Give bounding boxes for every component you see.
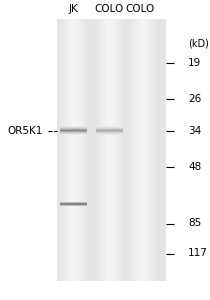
Bar — [69, 20, 70, 281]
Bar — [85, 20, 86, 281]
Bar — [108, 20, 109, 281]
Bar — [142, 20, 143, 281]
Bar — [131, 20, 132, 281]
Bar — [114, 20, 115, 281]
Bar — [122, 20, 123, 281]
Bar — [103, 20, 104, 281]
Bar — [154, 20, 155, 281]
Bar — [78, 20, 79, 281]
Bar — [100, 20, 101, 281]
Bar — [109, 20, 110, 281]
Bar — [119, 20, 120, 281]
Bar — [62, 20, 63, 281]
Bar — [133, 20, 134, 281]
Bar — [57, 20, 166, 281]
Bar — [67, 20, 68, 281]
Bar — [76, 20, 77, 281]
Bar — [84, 20, 85, 281]
Bar — [102, 20, 103, 281]
Bar — [139, 20, 140, 281]
Bar — [83, 20, 84, 281]
Bar — [81, 20, 82, 281]
Bar — [134, 20, 135, 281]
Bar — [82, 20, 83, 281]
Bar — [86, 20, 87, 281]
Bar — [66, 20, 67, 281]
Text: COLO: COLO — [94, 4, 123, 14]
Bar — [101, 20, 102, 281]
Bar — [110, 20, 111, 281]
Bar — [118, 20, 119, 281]
Bar — [99, 20, 100, 281]
Text: 117: 117 — [188, 248, 208, 259]
Bar — [113, 20, 114, 281]
Bar — [121, 20, 122, 281]
Bar — [106, 20, 107, 281]
Text: JK: JK — [69, 4, 79, 14]
Bar — [64, 20, 65, 281]
Bar — [132, 20, 133, 281]
Bar — [72, 20, 73, 281]
Bar — [137, 20, 138, 281]
Bar — [98, 20, 99, 281]
Bar — [80, 20, 81, 281]
Bar — [73, 20, 74, 281]
Bar — [61, 20, 62, 281]
Bar — [104, 20, 105, 281]
Bar — [105, 20, 106, 281]
Bar — [77, 20, 78, 281]
Bar — [138, 20, 139, 281]
Bar — [149, 20, 150, 281]
Bar — [60, 20, 61, 281]
Bar — [141, 20, 142, 281]
Bar — [107, 20, 108, 281]
Bar — [74, 20, 75, 281]
Bar — [145, 20, 146, 281]
Text: 85: 85 — [188, 218, 201, 229]
Bar — [130, 20, 131, 281]
Bar — [115, 20, 116, 281]
Bar — [151, 20, 152, 281]
Bar — [129, 20, 130, 281]
Bar — [148, 20, 149, 281]
Bar — [152, 20, 153, 281]
Bar — [153, 20, 154, 281]
Text: (kD): (kD) — [188, 38, 209, 49]
Bar — [147, 20, 148, 281]
Bar — [136, 20, 137, 281]
Bar — [116, 20, 117, 281]
Bar — [111, 20, 112, 281]
Bar — [65, 20, 66, 281]
Bar — [68, 20, 69, 281]
Text: 48: 48 — [188, 161, 201, 172]
Bar — [71, 20, 72, 281]
Bar — [63, 20, 64, 281]
Bar — [143, 20, 144, 281]
Text: COLO: COLO — [125, 4, 154, 14]
Text: OR5K1: OR5K1 — [8, 125, 43, 136]
Bar — [112, 20, 113, 281]
Bar — [146, 20, 147, 281]
Bar — [120, 20, 121, 281]
Bar — [135, 20, 136, 281]
Bar — [150, 20, 151, 281]
Text: 19: 19 — [188, 58, 201, 68]
Bar — [70, 20, 71, 281]
Bar — [97, 20, 98, 281]
Text: 26: 26 — [188, 94, 201, 104]
Bar — [155, 20, 156, 281]
Bar — [75, 20, 76, 281]
Bar — [96, 20, 97, 281]
Bar — [144, 20, 145, 281]
Text: 34: 34 — [188, 125, 201, 136]
Bar — [79, 20, 80, 281]
Bar — [117, 20, 118, 281]
Bar — [140, 20, 141, 281]
